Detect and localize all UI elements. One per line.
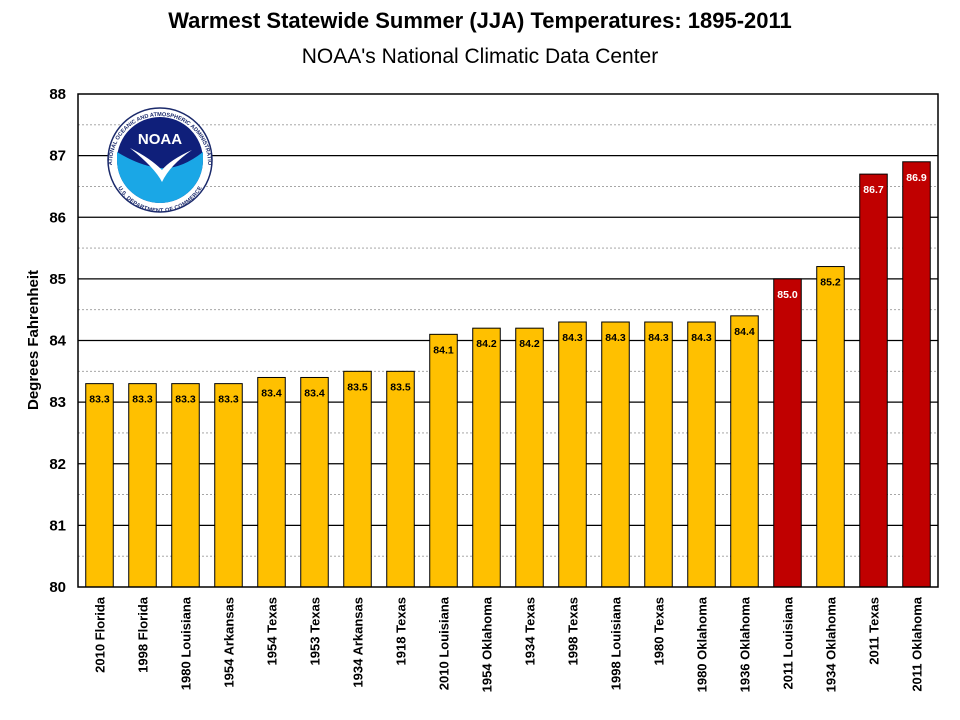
x-tick-label: 1998 Florida bbox=[136, 596, 151, 673]
y-tick-label: 84 bbox=[49, 333, 66, 350]
data-label: 83.4 bbox=[304, 387, 325, 399]
bar bbox=[472, 327, 501, 588]
bar bbox=[687, 321, 716, 588]
x-tick-labels: 2010 Florida 1998 Florida 1980 Louisiana 19… bbox=[93, 596, 925, 692]
data-labels: 83.3 83.3 83.3 83.3 83.4 83.4 83.5 83.5 84.1 84.2… bbox=[89, 172, 927, 406]
data-label: 83.3 bbox=[175, 394, 196, 406]
x-tick-label: 1934 Arkansas bbox=[351, 597, 366, 688]
x-tick-label: 1998 Louisiana bbox=[609, 596, 624, 690]
noaa-logo: NATIONAL OCEANIC AND ATMOSPHERIC ADMINIS… bbox=[0, 0, 213, 214]
y-tick-label: 81 bbox=[49, 517, 66, 534]
bars bbox=[85, 161, 931, 588]
x-tick-label: 2011 Louisiana bbox=[781, 596, 796, 689]
x-tick-label: 1954 Texas bbox=[265, 597, 280, 665]
y-tick-label: 82 bbox=[49, 456, 66, 473]
data-label: 83.3 bbox=[218, 394, 239, 406]
data-label: 83.5 bbox=[347, 381, 368, 393]
x-tick-label: 1980 Texas bbox=[652, 597, 667, 665]
y-axis-label: Degrees Fahrenheit bbox=[25, 270, 42, 410]
y-tick-label: 86 bbox=[49, 209, 66, 226]
x-tick-label: 2010 Florida bbox=[93, 596, 108, 673]
plot-frame bbox=[77, 93, 939, 588]
bar bbox=[214, 383, 243, 588]
y-tick-label: 88 bbox=[49, 86, 66, 103]
bar bbox=[128, 383, 157, 588]
y-tick-label: 85 bbox=[49, 271, 66, 288]
bar bbox=[558, 321, 587, 588]
x-tick-label: 2011 Texas bbox=[867, 597, 882, 665]
x-tick-label: 1998 Texas bbox=[566, 597, 581, 665]
data-label: 86.9 bbox=[906, 172, 927, 184]
logo-bird-icon bbox=[130, 148, 192, 182]
data-label: 85.2 bbox=[820, 277, 841, 289]
x-tick-label: 1953 Texas bbox=[308, 597, 323, 665]
y-tick-label: 87 bbox=[49, 148, 66, 165]
x-tick-label: 1954 Arkansas bbox=[222, 597, 237, 688]
data-label: 86.7 bbox=[863, 184, 884, 196]
data-label: 84.2 bbox=[476, 338, 497, 350]
x-tick-label: 1980 Oklahoma bbox=[695, 596, 710, 692]
chart-title: Warmest Statewide Summer (JJA) Temperatu… bbox=[168, 8, 792, 33]
x-tick-label: 1934 Oklahoma bbox=[824, 596, 839, 692]
bar bbox=[171, 383, 200, 588]
major-gridlines bbox=[78, 154, 938, 527]
x-tick-label: 1936 Oklahoma bbox=[738, 596, 753, 692]
data-label: 84.3 bbox=[605, 332, 626, 344]
bar bbox=[85, 383, 114, 588]
bar bbox=[386, 370, 415, 588]
data-label: 84.3 bbox=[562, 332, 583, 344]
data-label: 84.3 bbox=[648, 332, 669, 344]
y-tick-label: 80 bbox=[49, 579, 66, 596]
y-tick-labels: 80 81 82 83 84 85 86 87 88 bbox=[49, 86, 66, 596]
bar bbox=[515, 327, 544, 588]
x-tick-label: 1980 Louisiana bbox=[179, 596, 194, 690]
x-tick-label: 2011 Oklahoma bbox=[910, 596, 925, 691]
x-tick-label: 2010 Louisiana bbox=[437, 596, 452, 690]
x-tick-label: 1934 Texas bbox=[523, 597, 538, 665]
data-label: 83.4 bbox=[261, 387, 282, 399]
bar bbox=[773, 278, 802, 588]
data-label: 83.5 bbox=[390, 381, 411, 393]
bar bbox=[902, 161, 931, 588]
bar bbox=[730, 315, 759, 588]
bar bbox=[257, 376, 286, 588]
data-label: 83.3 bbox=[89, 394, 110, 406]
bar bbox=[601, 321, 630, 588]
bar bbox=[300, 376, 329, 588]
x-tick-label: 1954 Oklahoma bbox=[480, 596, 495, 692]
data-label: 84.4 bbox=[734, 326, 755, 338]
chart-subtitle: NOAA's National Climatic Data Center bbox=[301, 45, 659, 68]
data-label: 84.2 bbox=[519, 338, 540, 350]
bar bbox=[816, 266, 845, 588]
bar bbox=[429, 333, 458, 588]
x-tick-label: 1918 Texas bbox=[394, 597, 409, 665]
data-label: 83.3 bbox=[132, 394, 153, 406]
data-label: 84.3 bbox=[691, 332, 712, 344]
bar bbox=[343, 370, 372, 588]
logo-noaa-text: NOAA bbox=[138, 131, 182, 148]
data-label: 85.0 bbox=[777, 289, 798, 301]
y-tick-label: 83 bbox=[49, 394, 66, 411]
bar bbox=[644, 321, 673, 588]
data-label: 84.1 bbox=[433, 344, 454, 356]
bar bbox=[859, 173, 888, 588]
